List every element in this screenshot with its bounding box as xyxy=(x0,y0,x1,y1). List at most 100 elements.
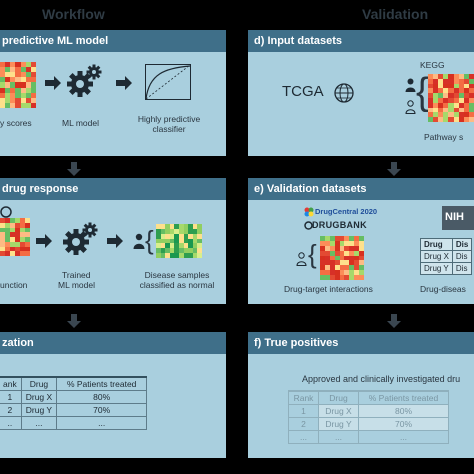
heatmap-cell xyxy=(443,102,449,108)
pathway-scores-caption: Pathway s xyxy=(424,132,464,142)
heatmap-cell xyxy=(25,222,30,228)
heatmap-cell xyxy=(428,117,434,122)
heatmap-cell xyxy=(339,265,345,271)
heatmap-cell xyxy=(5,97,11,103)
heatmap-cell xyxy=(463,83,469,89)
heatmap-cell xyxy=(320,236,325,241)
panel-f: f) True positives Approved and clinicall… xyxy=(248,332,474,458)
heatmap-cell xyxy=(15,77,21,83)
validation-column-title: Validation xyxy=(362,6,429,22)
heatmap-cell xyxy=(468,78,474,84)
heatmap-cell xyxy=(165,243,170,249)
drug-header: Drug xyxy=(318,390,359,405)
heatmap-cell xyxy=(438,102,444,108)
heatmap-cell xyxy=(183,253,189,258)
heatmap-cell xyxy=(15,237,20,242)
roc-curve-icon xyxy=(145,64,191,100)
down-arrow-icon xyxy=(387,162,401,176)
heatmap-cell xyxy=(344,240,350,246)
drug-target-caption: Drug-target interactions xyxy=(284,284,373,294)
heatmap-cell xyxy=(349,250,355,256)
panel-e: e) Validation datasets DrugCentral 2020 … xyxy=(248,178,474,304)
heatmap-cell xyxy=(25,232,30,237)
heatmap-cell xyxy=(178,224,184,229)
heatmap-cell xyxy=(329,260,335,266)
table-row: ... ... ... xyxy=(288,430,449,444)
heatmap-cell xyxy=(458,83,464,89)
heatmap-cell xyxy=(458,74,464,79)
heatmap-cell xyxy=(174,248,179,254)
panel-b-title: drug response xyxy=(0,178,226,200)
heatmap-cell xyxy=(15,102,21,108)
heatmap-cell xyxy=(443,107,449,113)
heatmap-cell xyxy=(324,236,330,241)
heatmap-cell xyxy=(20,62,26,68)
trained-label: Trained xyxy=(62,270,91,280)
table-row: 1 Drug X 80% xyxy=(0,390,148,404)
drug-disease-caption: Drug-diseas xyxy=(420,284,466,294)
table-row: .. ... ... xyxy=(0,416,148,430)
panel-a: predictive ML model y scores ML model Hi… xyxy=(0,30,226,156)
heatmap-cell xyxy=(178,238,184,244)
heatmap-cell xyxy=(178,228,184,234)
down-arrow-icon xyxy=(67,314,81,328)
heatmap-cell xyxy=(334,275,340,280)
heatmap-cell xyxy=(344,275,350,280)
heatmap-cell xyxy=(344,270,350,276)
drugbank-logo: DRUGBANK xyxy=(312,220,367,230)
heatmap-cell xyxy=(160,243,166,249)
heatmap-cell xyxy=(5,77,11,83)
heatmap-cell xyxy=(197,228,202,234)
heatmap-cell xyxy=(25,227,30,233)
ml-model-label: ML model xyxy=(62,118,100,128)
heatmap-cell xyxy=(468,93,474,98)
heatmap-cell xyxy=(433,112,439,118)
heatmap-cell xyxy=(359,240,364,246)
heatmap-cell xyxy=(324,250,330,256)
drug-disease-table: Drug Dis Drug X Dis Drug Y Dis xyxy=(420,238,473,275)
person-outline-icon xyxy=(405,100,416,114)
heatmap-cell xyxy=(169,243,175,249)
pathway-score-heatmap xyxy=(0,62,36,108)
heatmap-cell xyxy=(458,102,464,108)
down-arrow-icon xyxy=(67,162,81,176)
heatmap-cell xyxy=(20,82,26,88)
heatmap-cell xyxy=(20,246,25,252)
heatmap-cell xyxy=(188,253,193,258)
heatmap-cell xyxy=(443,83,449,89)
heatmap-cell xyxy=(183,243,189,249)
heatmap-cell xyxy=(0,67,6,73)
heatmap-cell xyxy=(344,265,350,271)
tcga-logo: TCGA xyxy=(282,83,324,100)
drug-target-heatmap xyxy=(320,236,364,280)
table-row: 2 Drug Y 70% xyxy=(0,403,148,417)
heatmap-cell xyxy=(359,255,364,261)
heatmap-cell xyxy=(20,251,25,256)
heatmap-cell xyxy=(15,232,20,237)
heatmap-cell xyxy=(0,92,6,98)
heatmap-cell xyxy=(5,222,10,228)
heatmap-cell xyxy=(30,67,36,73)
heatmap-cell xyxy=(15,82,21,88)
heatmap-cell xyxy=(188,228,193,234)
heatmap-cell xyxy=(10,218,15,223)
heatmap-cell xyxy=(448,102,454,108)
heatmap-cell xyxy=(324,260,330,266)
brace-icon: { xyxy=(416,71,429,113)
heatmap-cell xyxy=(15,72,21,78)
heatmap-cell xyxy=(0,72,6,78)
heatmap-cell xyxy=(468,98,474,103)
heatmap-cell xyxy=(453,93,459,98)
workflow-column-title: Workflow xyxy=(42,6,105,22)
panel-f-title: f) True positives xyxy=(248,332,474,354)
heatmap-cell xyxy=(438,98,444,103)
heatmap-cell xyxy=(178,248,184,254)
classified-normal-label: classified as normal xyxy=(139,280,215,290)
heatmap-cell xyxy=(10,237,15,242)
panel-d: d) Input datasets TCGA KEGG { Pathway s xyxy=(248,30,474,156)
heatmap-cell xyxy=(160,248,166,254)
heatmap-cell xyxy=(438,83,444,89)
heatmap-cell xyxy=(192,228,198,234)
heatmap-cell xyxy=(463,74,469,79)
heatmap-cell xyxy=(197,224,202,229)
